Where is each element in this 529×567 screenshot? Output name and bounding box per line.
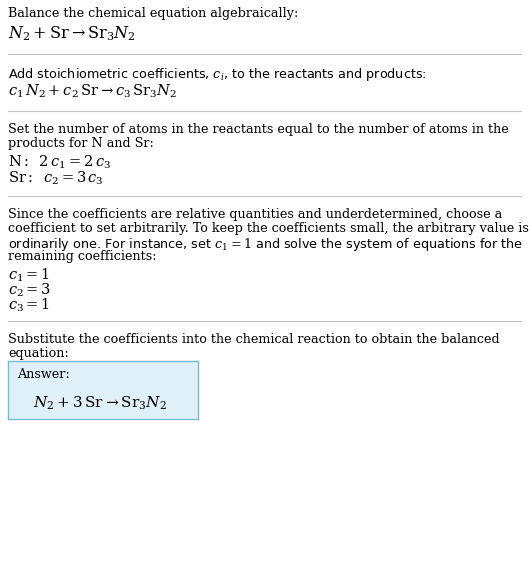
Text: Substitute the coefficients into the chemical reaction to obtain the balanced: Substitute the coefficients into the che… [8,333,499,346]
Text: $c_2 = 3$: $c_2 = 3$ [8,282,51,299]
Text: $N_2 + \mathrm{Sr} \rightarrow \mathrm{Sr}_3N_2$: $N_2 + \mathrm{Sr} \rightarrow \mathrm{S… [8,24,136,43]
Text: $c_1\, N_2 + c_2\, \mathrm{Sr} \rightarrow c_3\, \mathrm{Sr}_3N_2$: $c_1\, N_2 + c_2\, \mathrm{Sr} \rightarr… [8,83,177,100]
Text: equation:: equation: [8,347,69,360]
Text: Set the number of atoms in the reactants equal to the number of atoms in the: Set the number of atoms in the reactants… [8,123,509,136]
Text: $N_2 + 3\,\mathrm{Sr} \rightarrow \mathrm{Sr}_3N_2$: $N_2 + 3\,\mathrm{Sr} \rightarrow \mathr… [33,395,167,412]
Text: $\mathrm{Sr:}\;\; c_2 = 3\,c_3$: $\mathrm{Sr:}\;\; c_2 = 3\,c_3$ [8,170,104,188]
Text: $\mathrm{N:}\;\; 2\,c_1 = 2\,c_3$: $\mathrm{N:}\;\; 2\,c_1 = 2\,c_3$ [8,154,111,171]
Text: coefficient to set arbitrarily. To keep the coefficients small, the arbitrary va: coefficient to set arbitrarily. To keep … [8,222,529,235]
Text: remaining coefficients:: remaining coefficients: [8,250,157,263]
Text: $c_3 = 1$: $c_3 = 1$ [8,297,50,314]
Text: ordinarily one. For instance, set $c_1 = 1$ and solve the system of equations fo: ordinarily one. For instance, set $c_1 =… [8,236,523,253]
Text: Add stoichiometric coefficients, $c_i$, to the reactants and products:: Add stoichiometric coefficients, $c_i$, … [8,66,426,83]
Text: Answer:: Answer: [17,368,70,381]
Text: products for N and Sr:: products for N and Sr: [8,137,154,150]
Text: $c_1 = 1$: $c_1 = 1$ [8,267,50,285]
Text: Since the coefficients are relative quantities and underdetermined, choose a: Since the coefficients are relative quan… [8,208,502,221]
Text: Balance the chemical equation algebraically:: Balance the chemical equation algebraica… [8,7,298,20]
